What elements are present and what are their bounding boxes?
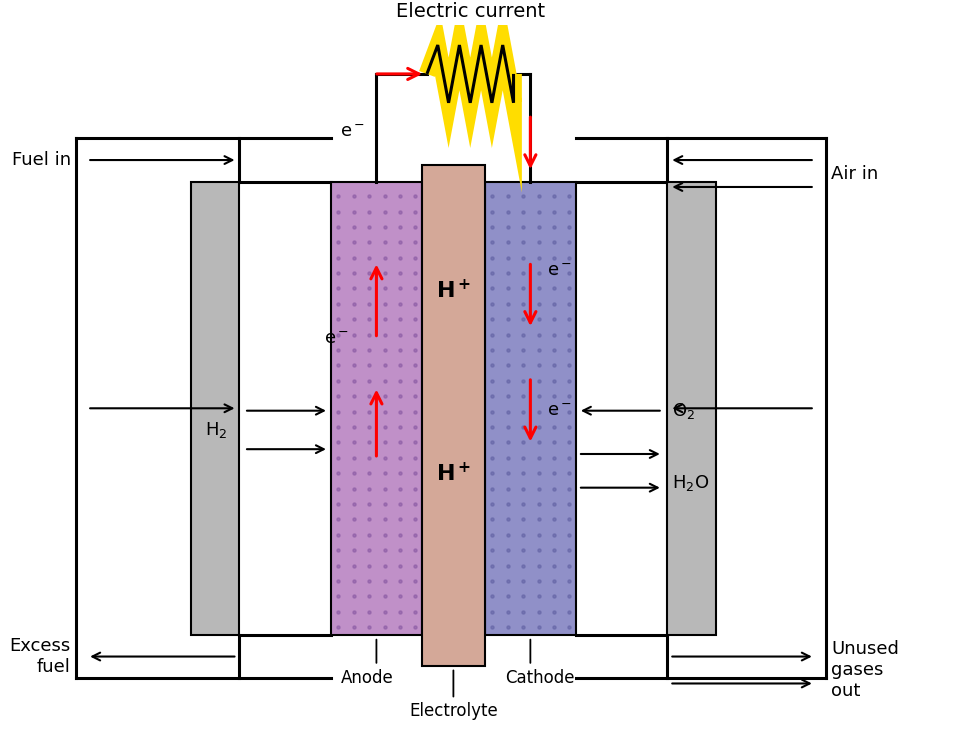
Bar — [422, 165, 485, 666]
Text: e$^-$: e$^-$ — [340, 123, 365, 140]
Text: e$^-$: e$^-$ — [547, 402, 571, 420]
Text: O$_2$: O$_2$ — [673, 401, 695, 421]
Bar — [331, 182, 422, 635]
Text: Cathode: Cathode — [505, 669, 574, 686]
Text: Excess
fuel: Excess fuel — [10, 637, 71, 676]
Bar — [485, 182, 576, 635]
Text: $\mathbf{H^+}$: $\mathbf{H^+}$ — [436, 279, 471, 302]
Text: e$^-$: e$^-$ — [324, 330, 348, 347]
Text: $\mathbf{H^+}$: $\mathbf{H^+}$ — [436, 461, 471, 485]
Text: Unused
gases
out: Unused gases out — [831, 640, 899, 700]
Text: Electric current: Electric current — [396, 2, 545, 21]
Text: Air in: Air in — [831, 164, 878, 183]
Text: H$_2$: H$_2$ — [206, 420, 228, 440]
Text: Fuel in: Fuel in — [12, 151, 71, 169]
Bar — [668, 182, 716, 635]
Text: e$^-$: e$^-$ — [547, 262, 571, 280]
Text: Anode: Anode — [340, 669, 393, 686]
Bar — [191, 182, 239, 635]
Text: Electrolyte: Electrolyte — [410, 702, 498, 720]
Text: H$_2$O: H$_2$O — [673, 473, 710, 493]
